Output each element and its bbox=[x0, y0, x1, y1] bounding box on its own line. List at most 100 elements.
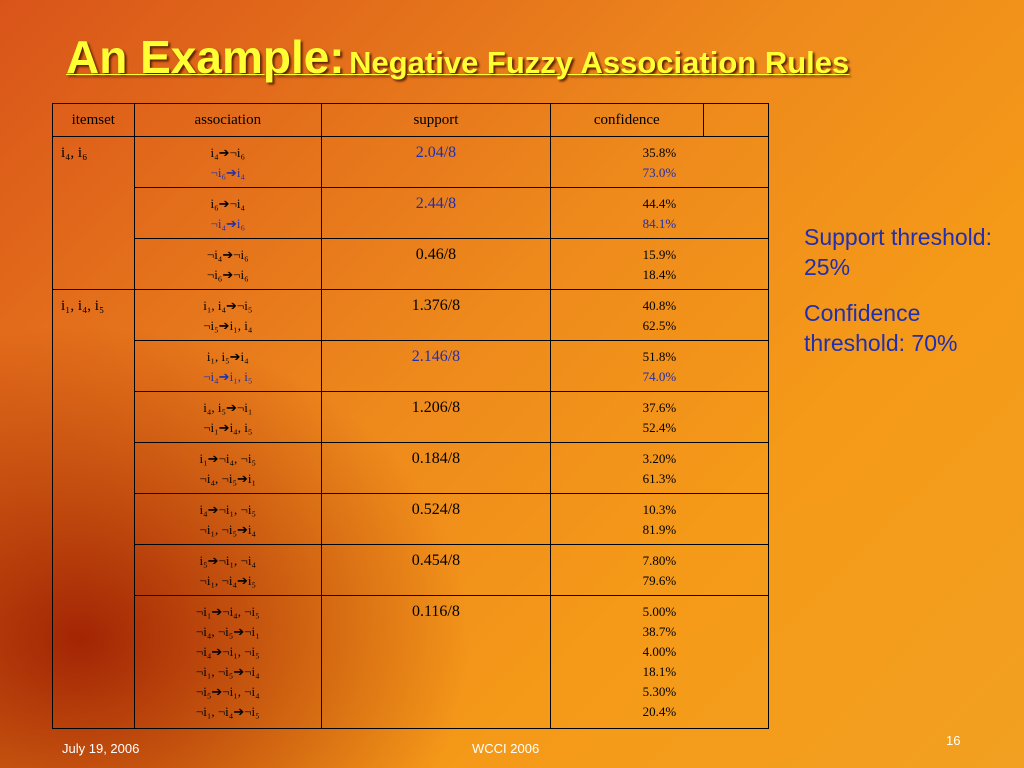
header-cell: support bbox=[321, 103, 551, 137]
support-threshold: Support threshold: 25% bbox=[804, 224, 992, 280]
association-line: i₄, i₅➔¬i₁ bbox=[203, 400, 253, 415]
header-cell-empty bbox=[702, 103, 770, 137]
confidence-line: 84.1% bbox=[642, 216, 677, 231]
confidence-line: 51.8% bbox=[642, 349, 677, 364]
confidence-cell: 10.3% 81.9% bbox=[549, 493, 770, 545]
association-line: ¬i₄, ¬i₅➔i₁ bbox=[199, 471, 257, 486]
confidence-line: 73.0% bbox=[642, 165, 677, 180]
rule-row: i₅➔¬i₁, ¬i₄ ¬i₁, ¬i₄➔i₅ 0.454/8 7.80% 79.6% bbox=[53, 544, 770, 596]
confidence-line: 62.5% bbox=[642, 318, 677, 333]
title-main: An Example: bbox=[66, 31, 345, 83]
confidence-line: 52.4% bbox=[642, 420, 677, 435]
confidence-cell: 40.8% 62.5% bbox=[549, 289, 770, 341]
rule-row: i₁, i₄, i₅ i₁, i₄➔¬i₅ ¬i₅➔i₁, i₄ 1.376/8 40.… bbox=[52, 289, 770, 729]
association-line: i₁➔¬i₄, ¬i₅ bbox=[199, 451, 257, 466]
confidence-line: 20.4% bbox=[642, 704, 677, 719]
association-cell: i₄, i₅➔¬i₁ ¬i₁➔i₄, i₅ bbox=[133, 391, 323, 443]
confidence-cell: 35.8% 73.0% bbox=[549, 136, 770, 188]
confidence-line: 35.8% bbox=[642, 145, 677, 160]
confidence-cell: 37.6% 52.4% bbox=[549, 391, 770, 443]
support-cell: 0.46/8 bbox=[321, 238, 551, 290]
association-line: i₁, i₅➔i₄ bbox=[206, 349, 249, 364]
support-cell: 1.376/8 bbox=[321, 289, 551, 341]
association-cell: i₁➔¬i₄, ¬i₅ ¬i₄, ¬i₅➔i₁ bbox=[133, 442, 323, 494]
support-cell: 1.206/8 bbox=[321, 391, 551, 443]
association-line: ¬i₄➔¬i₆ bbox=[206, 247, 249, 262]
support-cell: 0.524/8 bbox=[321, 493, 551, 545]
header-row: itemset association support confidence bbox=[52, 103, 770, 137]
confidence-line: 40.8% bbox=[642, 298, 677, 313]
page-number: 16 bbox=[946, 733, 961, 748]
itemset-cell: i₁, i₄, i₅ bbox=[52, 289, 135, 729]
support-cell: 2.146/8 bbox=[321, 340, 551, 392]
support-cell: 0.116/8 bbox=[321, 595, 551, 729]
association-line: ¬i₁, ¬i₅➔¬i₄ bbox=[195, 664, 260, 679]
header-cell: association bbox=[133, 103, 323, 137]
association-cell: i₁, i₅➔i₄ ¬i₄➔i₁, i₅ bbox=[133, 340, 323, 392]
support-cell: 0.454/8 bbox=[321, 544, 551, 596]
footer-event: WCCI 2006 bbox=[472, 741, 540, 756]
confidence-line: 38.7% bbox=[642, 624, 677, 639]
association-line: ¬i₆➔i₄ bbox=[210, 165, 246, 180]
support-cell: 2.44/8 bbox=[321, 187, 551, 239]
confidence-line: 44.4% bbox=[642, 196, 677, 211]
confidence-line: 61.3% bbox=[642, 471, 677, 486]
slide-title: An Example: Negative Fuzzy Association R… bbox=[66, 30, 849, 84]
association-line: ¬i₄, ¬i₅➔¬i₁ bbox=[195, 624, 260, 639]
association-line: ¬i₅➔¬i₁, ¬i₄ bbox=[195, 684, 260, 699]
support-cell: 2.04/8 bbox=[321, 136, 551, 188]
confidence-line: 37.6% bbox=[642, 400, 677, 415]
association-line: ¬i₄➔i₁, i₅ bbox=[203, 369, 253, 384]
association-line: ¬i₁, ¬i₅➔i₄ bbox=[199, 522, 257, 537]
confidence-line: 7.80% bbox=[642, 553, 677, 568]
thresholds: Support threshold: 25% Confidence thresh… bbox=[804, 222, 1004, 374]
rule-row: i₄, i₆ i₄➔¬i₆ ¬i₆➔i₄ 2.04/8 35.8% 73.0% bbox=[52, 136, 770, 290]
association-cell: ¬i₁➔¬i₄, ¬i₅ ¬i₄, ¬i₅➔¬i₁ ¬i₄➔¬i₁, ¬i₅ ¬i₁,… bbox=[133, 595, 323, 729]
support-cell: 0.184/8 bbox=[321, 442, 551, 494]
association-cell: i₅➔¬i₁, ¬i₄ ¬i₁, ¬i₄➔i₅ bbox=[133, 544, 323, 596]
confidence-line: 5.00% bbox=[642, 604, 677, 619]
confidence-line: 18.4% bbox=[642, 267, 677, 282]
association-line: ¬i₁, ¬i₄➔i₅ bbox=[199, 573, 257, 588]
confidence-line: 18.1% bbox=[642, 664, 677, 679]
confidence-cell: 44.4% 84.1% bbox=[549, 187, 770, 239]
confidence-threshold: Confidence threshold: 70% bbox=[804, 300, 958, 356]
rule-row: ¬i₁➔¬i₄, ¬i₅ ¬i₄, ¬i₅➔¬i₁ ¬i₄➔¬i₁, ¬i₅ ¬i₁,… bbox=[53, 595, 770, 729]
association-line: ¬i₆➔¬i₆ bbox=[206, 267, 249, 282]
confidence-line: 81.9% bbox=[642, 522, 677, 537]
itemset-cell: i₄, i₆ bbox=[52, 136, 135, 290]
confidence-line: 79.6% bbox=[642, 573, 677, 588]
rules-table: itemset association support confidence i₄, i… bbox=[52, 103, 770, 729]
association-line: ¬i₁➔i₄, i₅ bbox=[203, 420, 253, 435]
rule-row: i₄, i₅➔¬i₁ ¬i₁➔i₄, i₅ 1.206/8 37.6% 52.4% bbox=[53, 391, 770, 443]
association-line: i₄➔¬i₆ bbox=[210, 145, 246, 160]
confidence-line: 4.00% bbox=[642, 644, 677, 659]
rule-row: i₁, i₅➔i₄ ¬i₄➔i₁, i₅ 2.146/8 51.8% 74.0% bbox=[53, 340, 770, 392]
footer-date: July 19, 2006 bbox=[62, 741, 140, 756]
association-cell: i₁, i₄➔¬i₅ ¬i₅➔i₁, i₄ bbox=[133, 289, 323, 341]
association-line: ¬i₄➔i₆ bbox=[210, 216, 246, 231]
confidence-line: 74.0% bbox=[642, 369, 677, 384]
association-line: ¬i₁, ¬i₄➔¬i₅ bbox=[195, 704, 260, 719]
confidence-cell: 15.9% 18.4% bbox=[549, 238, 770, 290]
confidence-cell: 7.80% 79.6% bbox=[549, 544, 770, 596]
association-line: ¬i₁➔¬i₄, ¬i₅ bbox=[195, 604, 260, 619]
association-line: i₆➔¬i₄ bbox=[210, 196, 246, 211]
header-cell: itemset bbox=[52, 103, 135, 137]
title-sub: Negative Fuzzy Association Rules bbox=[349, 45, 850, 80]
confidence-cell: 3.20% 61.3% bbox=[549, 442, 770, 494]
association-line: i₅➔¬i₁, ¬i₄ bbox=[199, 553, 257, 568]
confidence-cell: 5.00% 38.7% 4.00% 18.1% 5.30% 20.4% bbox=[549, 595, 770, 729]
association-line: i₄➔¬i₁, ¬i₅ bbox=[199, 502, 257, 517]
rule-row: i₁➔¬i₄, ¬i₅ ¬i₄, ¬i₅➔i₁ 0.184/8 3.20% 61.3% bbox=[53, 442, 770, 494]
confidence-line: 5.30% bbox=[642, 684, 677, 699]
association-cell: ¬i₄➔¬i₆ ¬i₆➔¬i₆ bbox=[133, 238, 323, 290]
association-cell: i₆➔¬i₄ ¬i₄➔i₆ bbox=[133, 187, 323, 239]
confidence-cell: 51.8% 74.0% bbox=[549, 340, 770, 392]
rule-row: ¬i₄➔¬i₆ ¬i₆➔¬i₆ 0.46/8 15.9% 18.4% bbox=[53, 238, 770, 290]
header-cell: confidence bbox=[549, 103, 704, 137]
confidence-line: 15.9% bbox=[642, 247, 677, 262]
association-cell: i₄➔¬i₆ ¬i₆➔i₄ bbox=[133, 136, 323, 188]
confidence-line: 3.20% bbox=[642, 451, 677, 466]
